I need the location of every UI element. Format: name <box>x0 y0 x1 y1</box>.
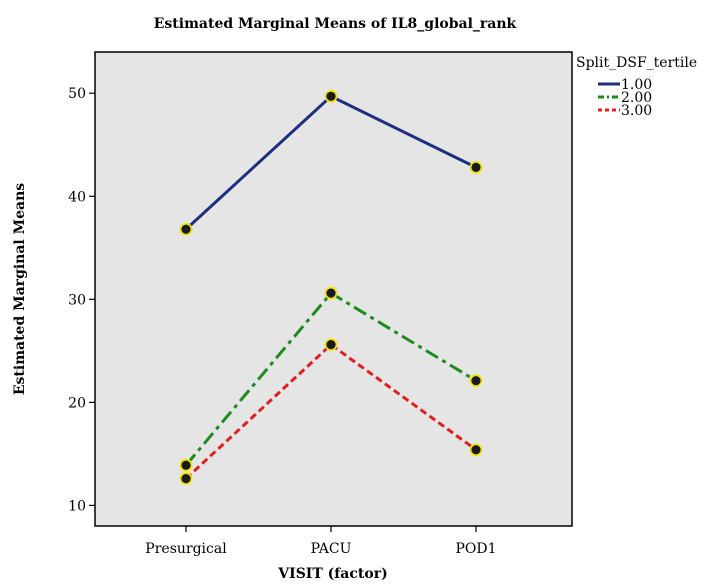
x-axis-ticks: Presurgical PACU POD1 <box>145 526 497 557</box>
legend-label: 3.00 <box>621 103 652 119</box>
legend-item: 3.00 <box>598 103 652 119</box>
x-tick-label: Presurgical <box>145 541 227 557</box>
y-tick-label: 50 <box>68 86 86 102</box>
x-tick-label: POD1 <box>455 541 496 557</box>
legend-title: Split_DSF_tertile <box>576 55 697 71</box>
data-point <box>324 89 338 103</box>
data-point <box>324 338 338 352</box>
data-point <box>469 443 483 457</box>
series-points <box>179 89 483 486</box>
y-axis-ticks: 10 20 30 40 50 <box>68 86 95 514</box>
x-tick-label: PACU <box>311 541 352 557</box>
y-tick-label: 40 <box>68 189 86 205</box>
data-point <box>324 286 338 300</box>
legend-item: 2.00 <box>598 90 652 106</box>
data-point <box>179 472 193 486</box>
data-point <box>469 374 483 388</box>
data-point <box>179 222 193 236</box>
data-point <box>469 161 483 174</box>
x-axis-label: VISIT (factor) <box>277 566 387 582</box>
legend-label: 2.00 <box>621 90 652 106</box>
legend: Split_DSF_tertile 1.002.003.00 <box>576 55 697 119</box>
y-axis-label: Estimated Marginal Means <box>12 183 28 395</box>
legend-item: 1.00 <box>598 77 652 93</box>
y-tick-label: 30 <box>68 292 86 308</box>
chart-title: Estimated Marginal Means of IL8_global_r… <box>154 16 517 32</box>
data-point <box>179 458 193 472</box>
legend-label: 1.00 <box>621 77 652 93</box>
y-tick-label: 10 <box>68 498 86 514</box>
y-tick-label: 20 <box>68 395 86 411</box>
